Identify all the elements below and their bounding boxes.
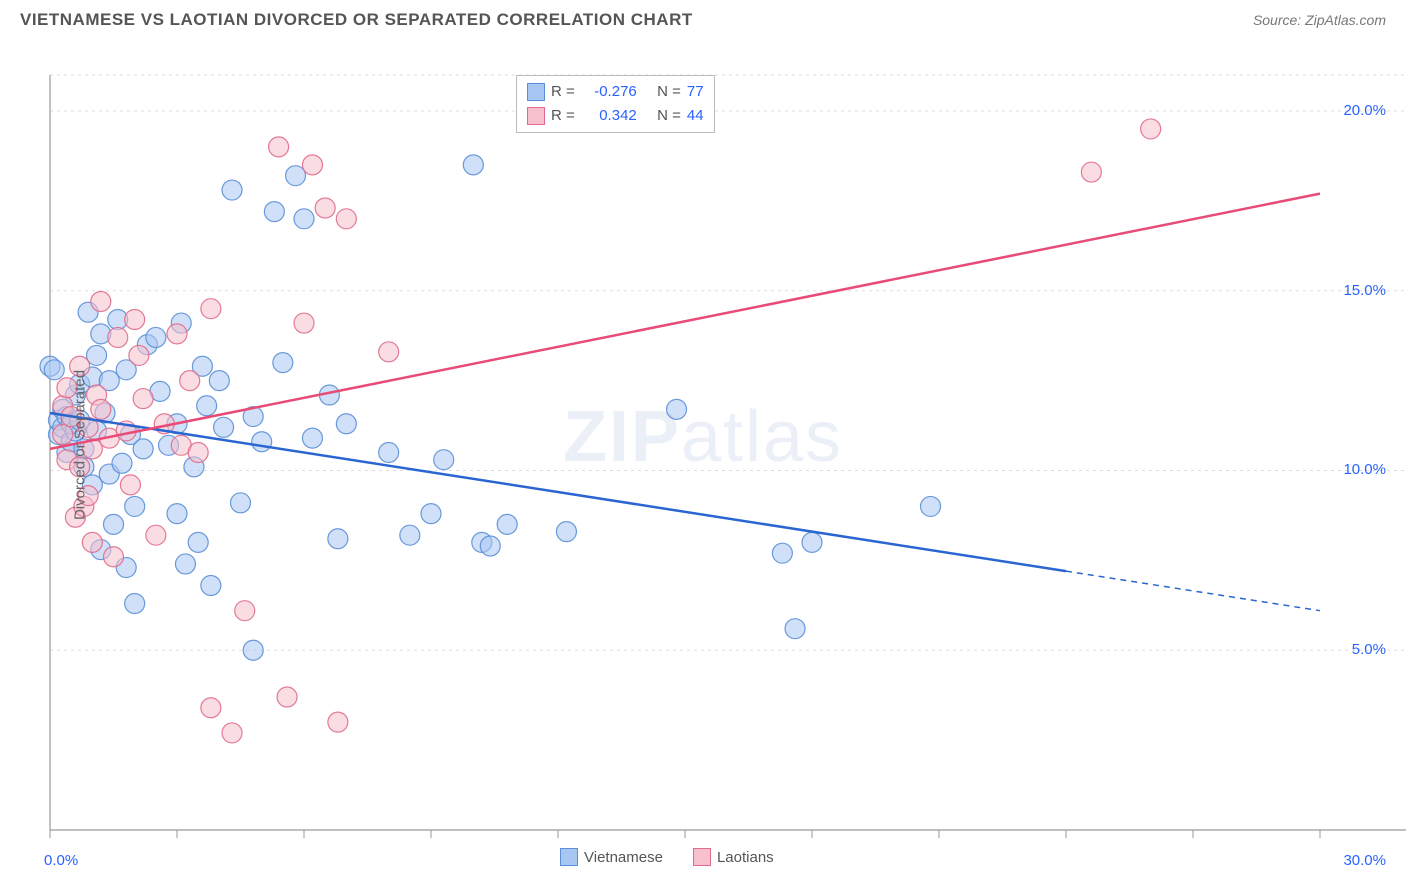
stats-legend-row: R = -0.276 N = 77 — [527, 80, 704, 104]
chart-header: VIETNAMESE VS LAOTIAN DIVORCED OR SEPARA… — [0, 0, 1406, 35]
stats-legend: R = -0.276 N = 77 R = 0.342 N = 44 — [516, 75, 715, 133]
legend-swatch — [560, 848, 578, 866]
scatter-plot — [0, 35, 1406, 890]
stats-legend-row: R = 0.342 N = 44 — [527, 104, 704, 128]
chart-container: Divorced or Separated ZIPatlas 5.0%10.0%… — [0, 35, 1406, 855]
legend-swatch — [527, 107, 545, 125]
series-legend-item: Vietnamese — [560, 848, 663, 866]
x-tick-start: 0.0% — [44, 852, 78, 869]
chart-source: Source: ZipAtlas.com — [1253, 12, 1386, 28]
y-axis-label: Divorced or Separated — [72, 370, 89, 520]
series-legend-item: Laotians — [693, 848, 774, 866]
x-tick-end: 30.0% — [1343, 852, 1386, 869]
legend-swatch — [527, 83, 545, 101]
chart-title: VIETNAMESE VS LAOTIAN DIVORCED OR SEPARA… — [20, 10, 693, 30]
series-legend: Vietnamese Laotians — [560, 848, 774, 866]
y-tick-label: 5.0% — [1352, 641, 1386, 658]
series-legend-label: Vietnamese — [584, 849, 663, 866]
y-tick-label: 15.0% — [1343, 282, 1386, 299]
y-tick-label: 20.0% — [1343, 102, 1386, 119]
y-tick-label: 10.0% — [1343, 461, 1386, 478]
series-legend-label: Laotians — [717, 849, 774, 866]
legend-swatch — [693, 848, 711, 866]
